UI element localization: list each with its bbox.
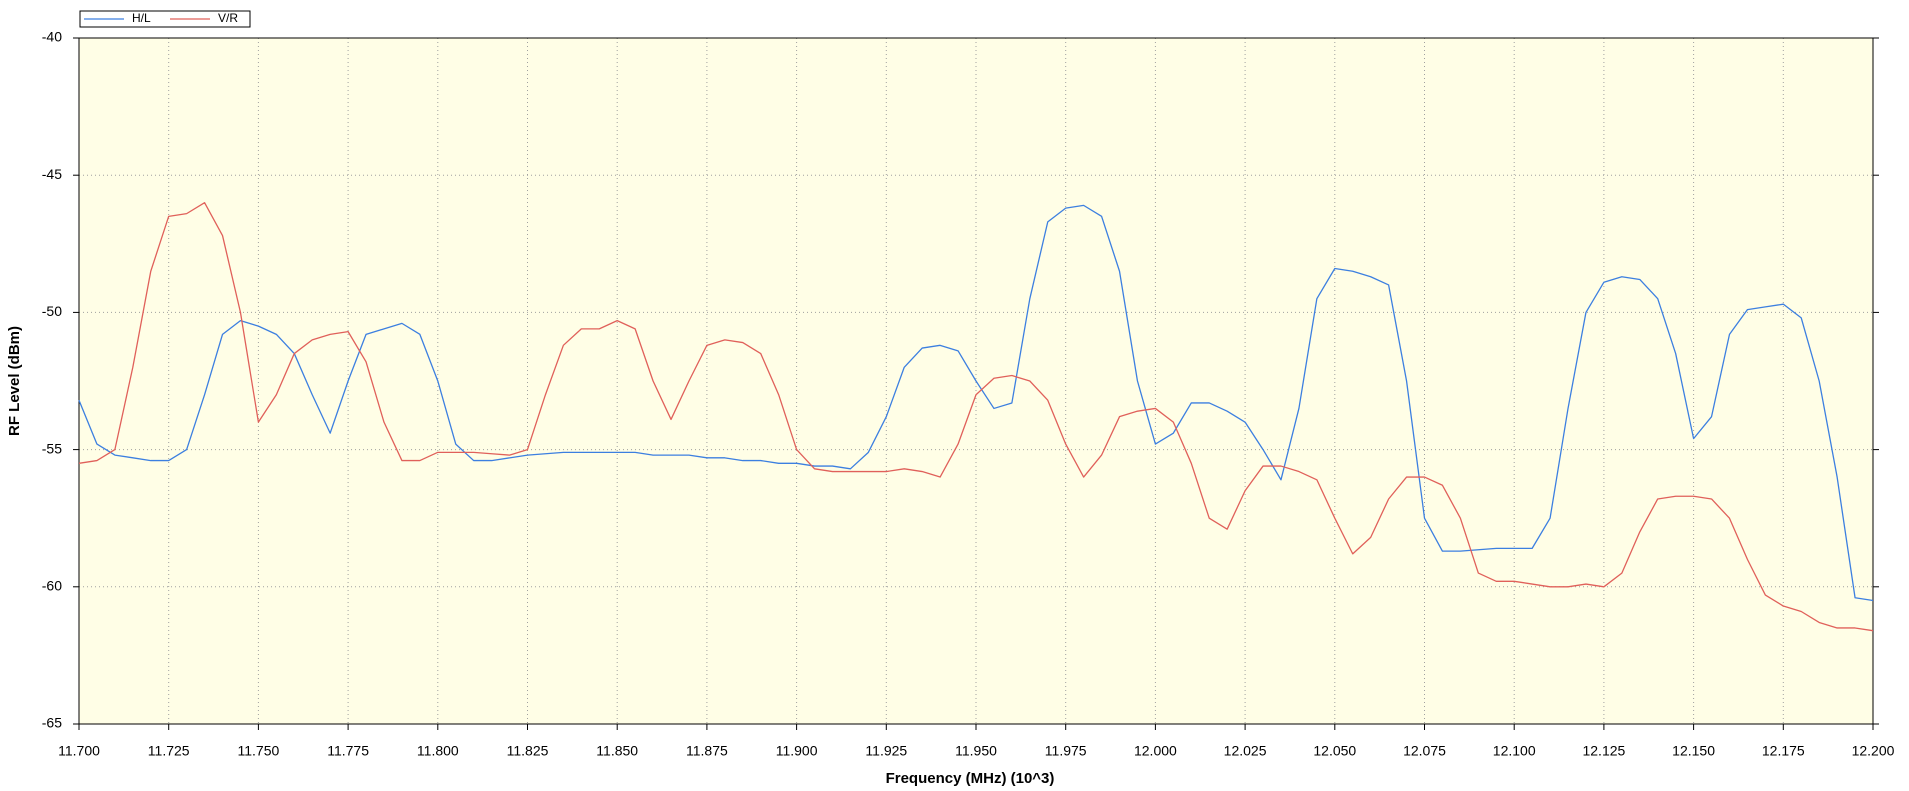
data-line	[78, 204, 1874, 602]
x-tick-label: 11.825	[507, 743, 549, 759]
legend-label: V/R	[218, 11, 238, 25]
x-tick-label: 12.050	[1313, 743, 1356, 759]
x-tick-label: 12.150	[1672, 743, 1715, 759]
x-tick-label: 11.900	[776, 743, 818, 759]
x-tick-label: 11.750	[238, 743, 280, 759]
y-tick-label: -40	[42, 29, 62, 45]
x-tick-label: 11.800	[417, 743, 459, 759]
x-tick-label: 11.775	[327, 743, 369, 759]
x-tick-label: 11.875	[686, 743, 728, 759]
x-tick-label: 11.925	[865, 743, 907, 759]
plot-frame	[78, 37, 1874, 725]
y-tick-label: -45	[42, 166, 62, 182]
y-tick-label: -55	[42, 440, 62, 456]
legend-label: H/L	[132, 11, 151, 25]
y-tick-label: -50	[42, 303, 62, 319]
x-tick-label: 11.950	[955, 743, 997, 759]
x-tick-label: 12.200	[1852, 743, 1895, 759]
x-tick-label: 11.725	[148, 743, 190, 759]
y-axis-title: RF Level (dBm)	[6, 326, 23, 436]
data-line	[78, 201, 1874, 632]
x-axis-title: Frequency (MHz) (10^3)	[886, 770, 1055, 787]
legend-box	[79, 10, 251, 28]
x-tick-label: 12.175	[1762, 743, 1805, 759]
y-tick-label: -60	[42, 578, 62, 594]
x-tick-label: 11.700	[58, 743, 100, 759]
x-tick-label: 12.100	[1493, 743, 1536, 759]
x-tick-label: 12.000	[1134, 743, 1177, 759]
y-tick-label: -65	[42, 715, 62, 731]
x-tick-label: 12.125	[1582, 743, 1625, 759]
x-tick-label: 12.075	[1403, 743, 1446, 759]
x-tick-label: 12.025	[1224, 743, 1267, 759]
x-tick-label: 11.850	[596, 743, 638, 759]
x-tick-label: 11.975	[1045, 743, 1087, 759]
